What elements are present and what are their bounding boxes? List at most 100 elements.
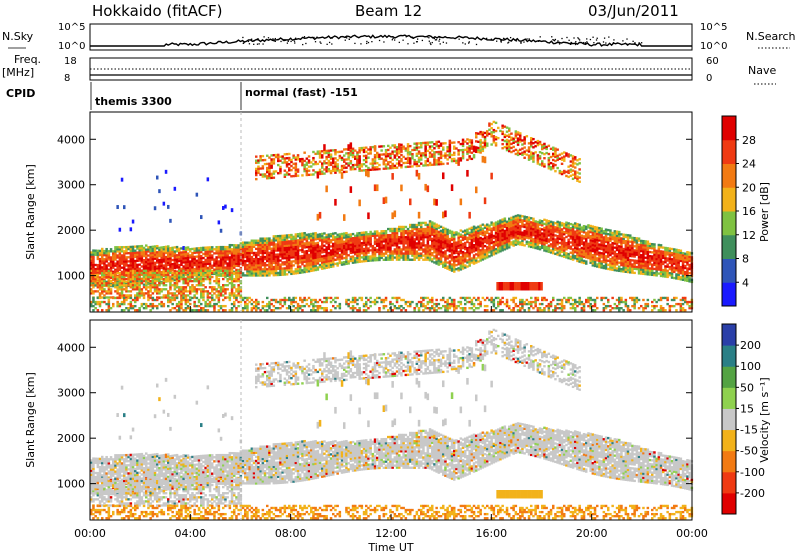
power-cell xyxy=(341,235,344,237)
power-cell xyxy=(363,248,366,250)
power-cell xyxy=(196,297,199,299)
power-cell xyxy=(356,309,359,311)
power-cell xyxy=(127,294,129,296)
power-cell xyxy=(123,294,126,296)
power-cell xyxy=(259,242,262,244)
power-cell xyxy=(424,152,427,154)
power-cell xyxy=(268,268,271,270)
power-cell xyxy=(435,242,438,244)
power-cell xyxy=(383,255,386,257)
power-cell xyxy=(165,264,168,266)
power-cell xyxy=(121,248,124,250)
power-cell xyxy=(435,256,438,258)
power-cell xyxy=(121,267,124,269)
power-cell xyxy=(281,155,284,157)
power-cell xyxy=(449,238,452,240)
power-cell xyxy=(334,232,337,234)
power-cell xyxy=(125,260,128,262)
power-cell xyxy=(176,309,179,311)
power-cell xyxy=(127,276,129,278)
power-cell xyxy=(303,236,306,238)
power-cell xyxy=(114,274,117,276)
power-cell xyxy=(229,258,232,260)
power-cell xyxy=(259,256,262,258)
power-cell xyxy=(319,254,322,256)
power-cell xyxy=(209,273,212,275)
power-cell xyxy=(477,299,480,301)
power-cell xyxy=(242,307,245,309)
power-cell xyxy=(352,166,355,168)
power-cell xyxy=(244,262,247,264)
power-cell xyxy=(339,303,342,305)
power-cell xyxy=(237,278,240,280)
power-cell xyxy=(477,256,480,258)
power-cell xyxy=(418,242,421,244)
power-cell xyxy=(336,159,339,161)
nsearch-point xyxy=(287,42,288,43)
power-cell xyxy=(290,252,293,254)
power-cell xyxy=(341,257,344,259)
power-cell xyxy=(394,232,397,234)
power-cell xyxy=(446,266,449,268)
power-cell xyxy=(277,255,280,257)
power-cell xyxy=(486,223,489,225)
power-cell xyxy=(444,154,447,156)
power-cell xyxy=(418,236,421,238)
power-cell xyxy=(473,228,476,230)
power-cell xyxy=(165,246,168,248)
power-cell xyxy=(409,238,412,240)
power-cell xyxy=(176,272,179,274)
date-title: 03/Jun/2011 xyxy=(588,2,679,20)
power-cell xyxy=(354,245,357,247)
power-cell xyxy=(99,266,102,268)
power-cell xyxy=(387,244,390,246)
power-cell xyxy=(440,254,443,256)
power-cell xyxy=(163,266,166,268)
power-cell xyxy=(352,243,355,245)
power-cell xyxy=(323,144,326,151)
power-cell xyxy=(299,243,302,245)
power-cell xyxy=(299,305,302,307)
power-cell xyxy=(110,260,113,262)
power-cell xyxy=(374,299,377,301)
power-cell xyxy=(273,245,276,247)
power-cell xyxy=(325,162,328,164)
power-cell xyxy=(215,274,218,276)
power-cell xyxy=(220,252,223,254)
power-cell xyxy=(387,242,390,244)
power-cell xyxy=(372,146,375,148)
power-cell xyxy=(123,288,126,290)
power-cell xyxy=(367,251,370,253)
power-cell xyxy=(464,140,467,142)
power-cell xyxy=(191,280,194,282)
power-cell xyxy=(394,240,397,242)
power-cell xyxy=(334,240,337,242)
power-cell xyxy=(103,266,106,268)
power-cell xyxy=(424,248,427,250)
power-cell xyxy=(275,272,278,274)
power-cell xyxy=(253,254,256,256)
power-cell xyxy=(457,269,460,271)
power-cell xyxy=(99,252,102,254)
power-cell xyxy=(281,255,284,257)
power-cell xyxy=(457,153,460,155)
power-cell xyxy=(352,297,355,299)
power-cell xyxy=(341,261,344,263)
power-cell xyxy=(134,272,137,274)
power-cell xyxy=(376,232,379,234)
power-cell xyxy=(209,252,212,254)
power-cell xyxy=(343,232,346,234)
power-cell xyxy=(288,236,291,238)
power-cell xyxy=(374,253,377,255)
power-cell xyxy=(284,273,287,275)
power-cell xyxy=(284,241,287,243)
power-cell xyxy=(200,288,203,290)
power-cell xyxy=(398,226,401,228)
power-cell xyxy=(416,161,419,163)
power-cell xyxy=(149,284,152,286)
power-cell xyxy=(394,256,397,258)
power-cell xyxy=(482,156,485,163)
power-cell xyxy=(321,171,324,173)
power-cell xyxy=(339,262,342,264)
power-cell xyxy=(369,301,372,303)
